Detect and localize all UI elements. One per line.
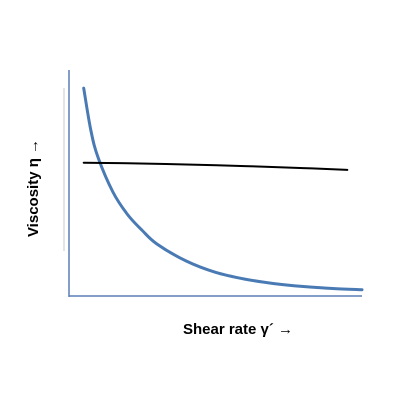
series-line-constant [82, 161, 349, 171]
series-layer [82, 86, 364, 292]
y-axis-title: Viscosity η → [25, 139, 42, 237]
x-axis-title: Shear rate γ´ → [183, 321, 293, 338]
series-line-decreasing [82, 86, 364, 292]
